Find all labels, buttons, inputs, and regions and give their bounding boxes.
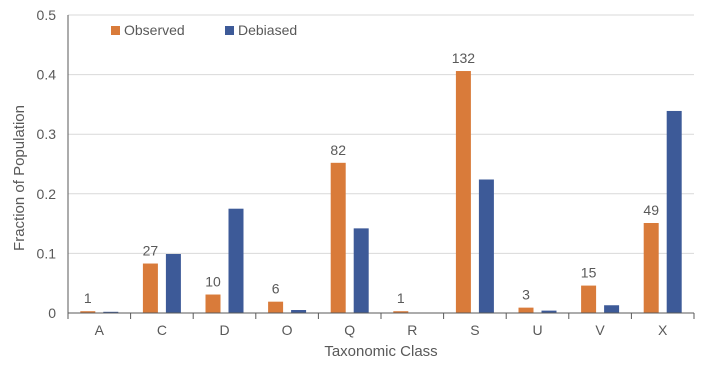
- x-tick-label-S: S: [470, 322, 479, 338]
- gridlines: [68, 14, 694, 254]
- bar-observed-Q: [330, 162, 346, 313]
- data-label-D: 10: [205, 274, 221, 290]
- bar-observed-A: [80, 311, 96, 313]
- bar-debiased-O: [291, 310, 307, 313]
- data-label-A: 1: [84, 290, 92, 306]
- y-tick-label: 0.3: [37, 126, 57, 142]
- bar-observed-D: [205, 294, 221, 313]
- y-axis-title: Fraction of Population: [11, 105, 28, 251]
- bar-debiased-Q: [353, 228, 369, 313]
- x-tick-label-X: X: [658, 322, 668, 338]
- x-tick-label-Q: Q: [344, 322, 355, 338]
- x-tick-label-D: D: [219, 322, 229, 338]
- data-label-Q: 82: [330, 142, 346, 158]
- bar-observed-S: [455, 71, 471, 313]
- data-label-X: 49: [643, 202, 659, 218]
- bar-observed-V: [581, 285, 597, 313]
- y-tick-label: 0.1: [37, 245, 57, 261]
- data-label-C: 27: [143, 243, 159, 259]
- legend-swatch-debiased: [225, 26, 234, 35]
- x-tick-label-C: C: [157, 322, 167, 338]
- bar-observed-U: [518, 307, 534, 313]
- data-label-O: 6: [272, 281, 280, 297]
- x-tick-label-R: R: [407, 322, 417, 338]
- x-tick-label-V: V: [595, 322, 605, 338]
- legend-label-debiased: Debiased: [238, 22, 297, 38]
- bar-debiased-S: [478, 179, 494, 313]
- y-tick-label: 0.5: [37, 7, 57, 23]
- data-label-S: 132: [452, 50, 476, 66]
- data-label-R: 1: [397, 290, 405, 306]
- data-labels: 1 27 10 6 82 1 132 3 15 49: [84, 50, 659, 306]
- bar-debiased-C: [165, 253, 181, 313]
- bar-debiased-V: [604, 305, 620, 313]
- x-tick-label-A: A: [95, 322, 105, 338]
- x-axis-title: Taxonomic Class: [324, 343, 437, 360]
- bar-observed-R: [393, 311, 409, 313]
- x-tick-label-O: O: [282, 322, 293, 338]
- legend-swatch-observed: [111, 26, 120, 35]
- bar-observed-C: [142, 263, 158, 313]
- bar-debiased-D: [228, 208, 244, 313]
- data-label-V: 15: [581, 265, 597, 281]
- legend: Observed Debiased: [111, 22, 297, 38]
- bar-observed-O: [268, 301, 284, 313]
- bar-observed-X: [643, 223, 659, 313]
- bars: [80, 71, 682, 314]
- bar-debiased-A: [103, 311, 119, 313]
- y-tick-label: 0: [48, 305, 56, 321]
- y-tick-label: 0.2: [37, 186, 57, 202]
- x-tick-label-U: U: [532, 322, 542, 338]
- bar-debiased-U: [541, 310, 557, 313]
- legend-label-observed: Observed: [124, 22, 185, 38]
- axes: 0 0.1 0.2 0.3 0.4 0.5 A C D O Q R S U V X: [37, 7, 695, 338]
- bar-debiased-X: [666, 110, 682, 314]
- y-tick-label: 0.4: [37, 67, 57, 83]
- data-label-U: 3: [522, 287, 530, 303]
